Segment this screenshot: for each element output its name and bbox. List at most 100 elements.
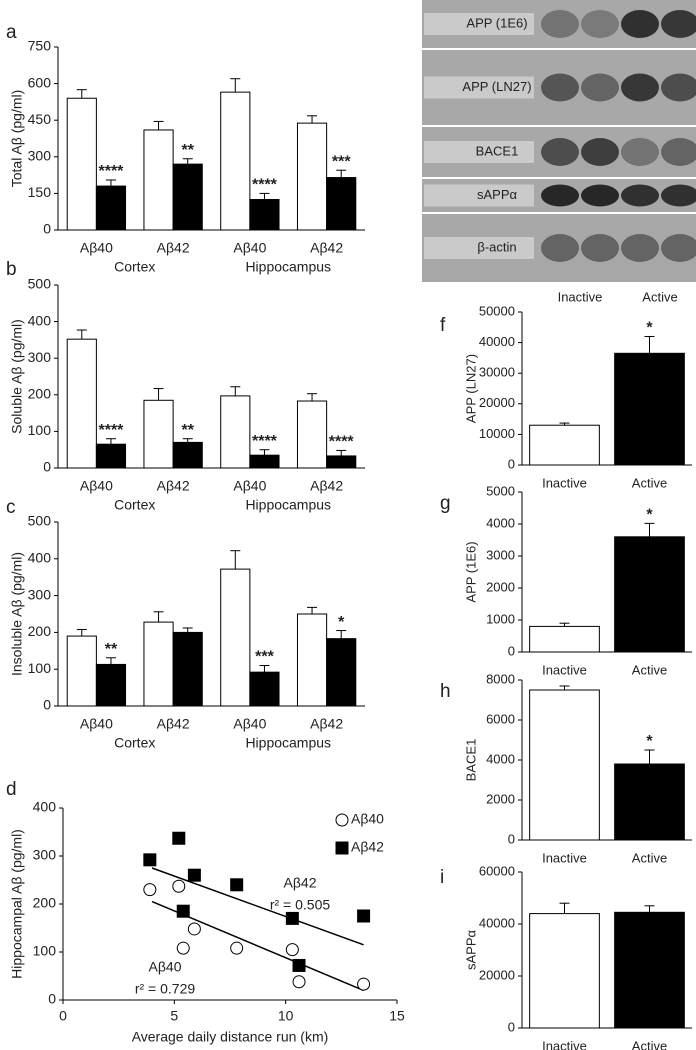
blot-band <box>621 73 659 102</box>
blot-band <box>541 10 579 38</box>
significance-label: *** <box>255 649 274 666</box>
x-tick-label: Aβ40 <box>80 478 113 494</box>
panel-label: d <box>6 779 17 800</box>
y-tick-label: 400 <box>28 550 52 566</box>
blot-band <box>541 184 579 207</box>
bar <box>249 199 280 231</box>
y-tick-label: 500 <box>28 276 52 292</box>
marker <box>143 883 157 897</box>
y-tick-label: 50000 <box>479 303 515 318</box>
blot-band <box>621 184 659 207</box>
blot-row-label: sAPPα <box>477 187 518 202</box>
bar <box>296 613 328 707</box>
panel-label: g <box>440 493 451 514</box>
y-tick-label: 400 <box>33 799 57 815</box>
blot-band <box>541 234 579 262</box>
y-tick-label: 0 <box>48 991 56 1007</box>
y-tick-label: 300 <box>28 148 52 164</box>
blot-group-label: Inactive <box>558 289 603 304</box>
y-tick-label: 500 <box>28 513 52 529</box>
y-tick-label: 20000 <box>479 395 515 410</box>
y-tick-label: 300 <box>28 349 52 365</box>
bar <box>66 97 97 231</box>
y-tick-label: 40000 <box>479 334 515 349</box>
regression-line <box>151 867 364 946</box>
bar <box>66 635 97 707</box>
bar <box>529 424 600 466</box>
panel-label: h <box>440 681 451 702</box>
blot-band <box>541 73 579 102</box>
x-tick-label: Inactive <box>542 662 587 677</box>
y-axis-label: BACE1 <box>463 739 478 782</box>
blot-band <box>581 234 619 262</box>
group-label: Cortex <box>114 497 155 513</box>
bar <box>220 91 251 231</box>
blot-band <box>621 10 659 38</box>
bar <box>220 568 251 707</box>
x-tick-label: Aβ42 <box>157 240 190 256</box>
blot-row-label: APP (1E6) <box>466 15 527 30</box>
bar <box>614 352 685 466</box>
group-label: Cortex <box>114 735 155 751</box>
panel-label: b <box>6 259 17 280</box>
significance-label: **** <box>99 422 125 439</box>
blot-label-bg <box>424 76 534 99</box>
x-tick-label: Aβ40 <box>233 478 266 494</box>
significance-label: * <box>646 507 653 524</box>
y-tick-label: 30000 <box>479 365 515 380</box>
y-tick-label: 0 <box>43 459 51 475</box>
bar <box>296 400 328 469</box>
y-tick-label: 5000 <box>486 483 515 498</box>
group-label: Hippocampus <box>245 497 331 513</box>
significance-label: **** <box>99 163 125 180</box>
y-tick-label: 1000 <box>486 611 515 626</box>
x-tick-label: Active <box>632 850 667 865</box>
significance-label: *** <box>332 153 351 170</box>
x-tick-label: Aβ40 <box>80 716 113 732</box>
y-tick-label: 0 <box>508 831 515 846</box>
y-tick-label: 6000 <box>486 711 515 726</box>
fit-series-label: Aβ40 <box>149 959 182 975</box>
group-label: Cortex <box>114 259 155 275</box>
x-tick-label: Inactive <box>542 1038 587 1050</box>
x-tick-label: Aβ40 <box>80 240 113 256</box>
x-tick-label: Inactive <box>542 850 587 865</box>
x-tick-label: Aβ42 <box>157 478 190 494</box>
x-tick-label: Inactive <box>542 475 587 490</box>
bar <box>95 185 127 231</box>
bar <box>143 129 174 231</box>
y-axis-label: Insoluble Aβ (pg/ml) <box>9 552 25 676</box>
bar <box>326 177 357 231</box>
significance-label: ** <box>105 641 118 658</box>
marker <box>230 878 244 892</box>
blot-band <box>621 234 659 262</box>
x-tick-label: 0 <box>59 1008 67 1024</box>
group-label: Hippocampus <box>245 259 331 275</box>
bar <box>95 443 127 469</box>
group-label: Hippocampus <box>245 735 331 751</box>
marker <box>292 958 306 972</box>
legend-label: Aβ40 <box>351 811 384 827</box>
y-tick-label: 200 <box>28 623 52 639</box>
y-axis-label: APP (1E6) <box>463 541 478 602</box>
marker <box>176 941 190 955</box>
y-tick-label: 2000 <box>486 791 515 806</box>
y-tick-label: 0 <box>43 221 51 237</box>
y-tick-label: 4000 <box>486 751 515 766</box>
bar <box>296 122 328 231</box>
blot-band <box>581 10 619 38</box>
y-tick-label: 4000 <box>486 515 515 530</box>
blot-band <box>661 184 696 207</box>
y-axis-label: APP (LN27) <box>463 354 478 423</box>
y-tick-label: 8000 <box>486 671 515 686</box>
y-axis-label: Total Aβ (pg/ml) <box>9 90 25 188</box>
marker <box>187 922 201 936</box>
significance-label: ** <box>181 142 194 159</box>
blot-row-label: BACE1 <box>476 143 519 158</box>
marker <box>176 904 190 918</box>
blot-label-bg <box>424 13 534 35</box>
bar <box>95 663 127 707</box>
x-tick-label: 5 <box>170 1008 178 1024</box>
y-tick-label: 100 <box>33 943 57 959</box>
